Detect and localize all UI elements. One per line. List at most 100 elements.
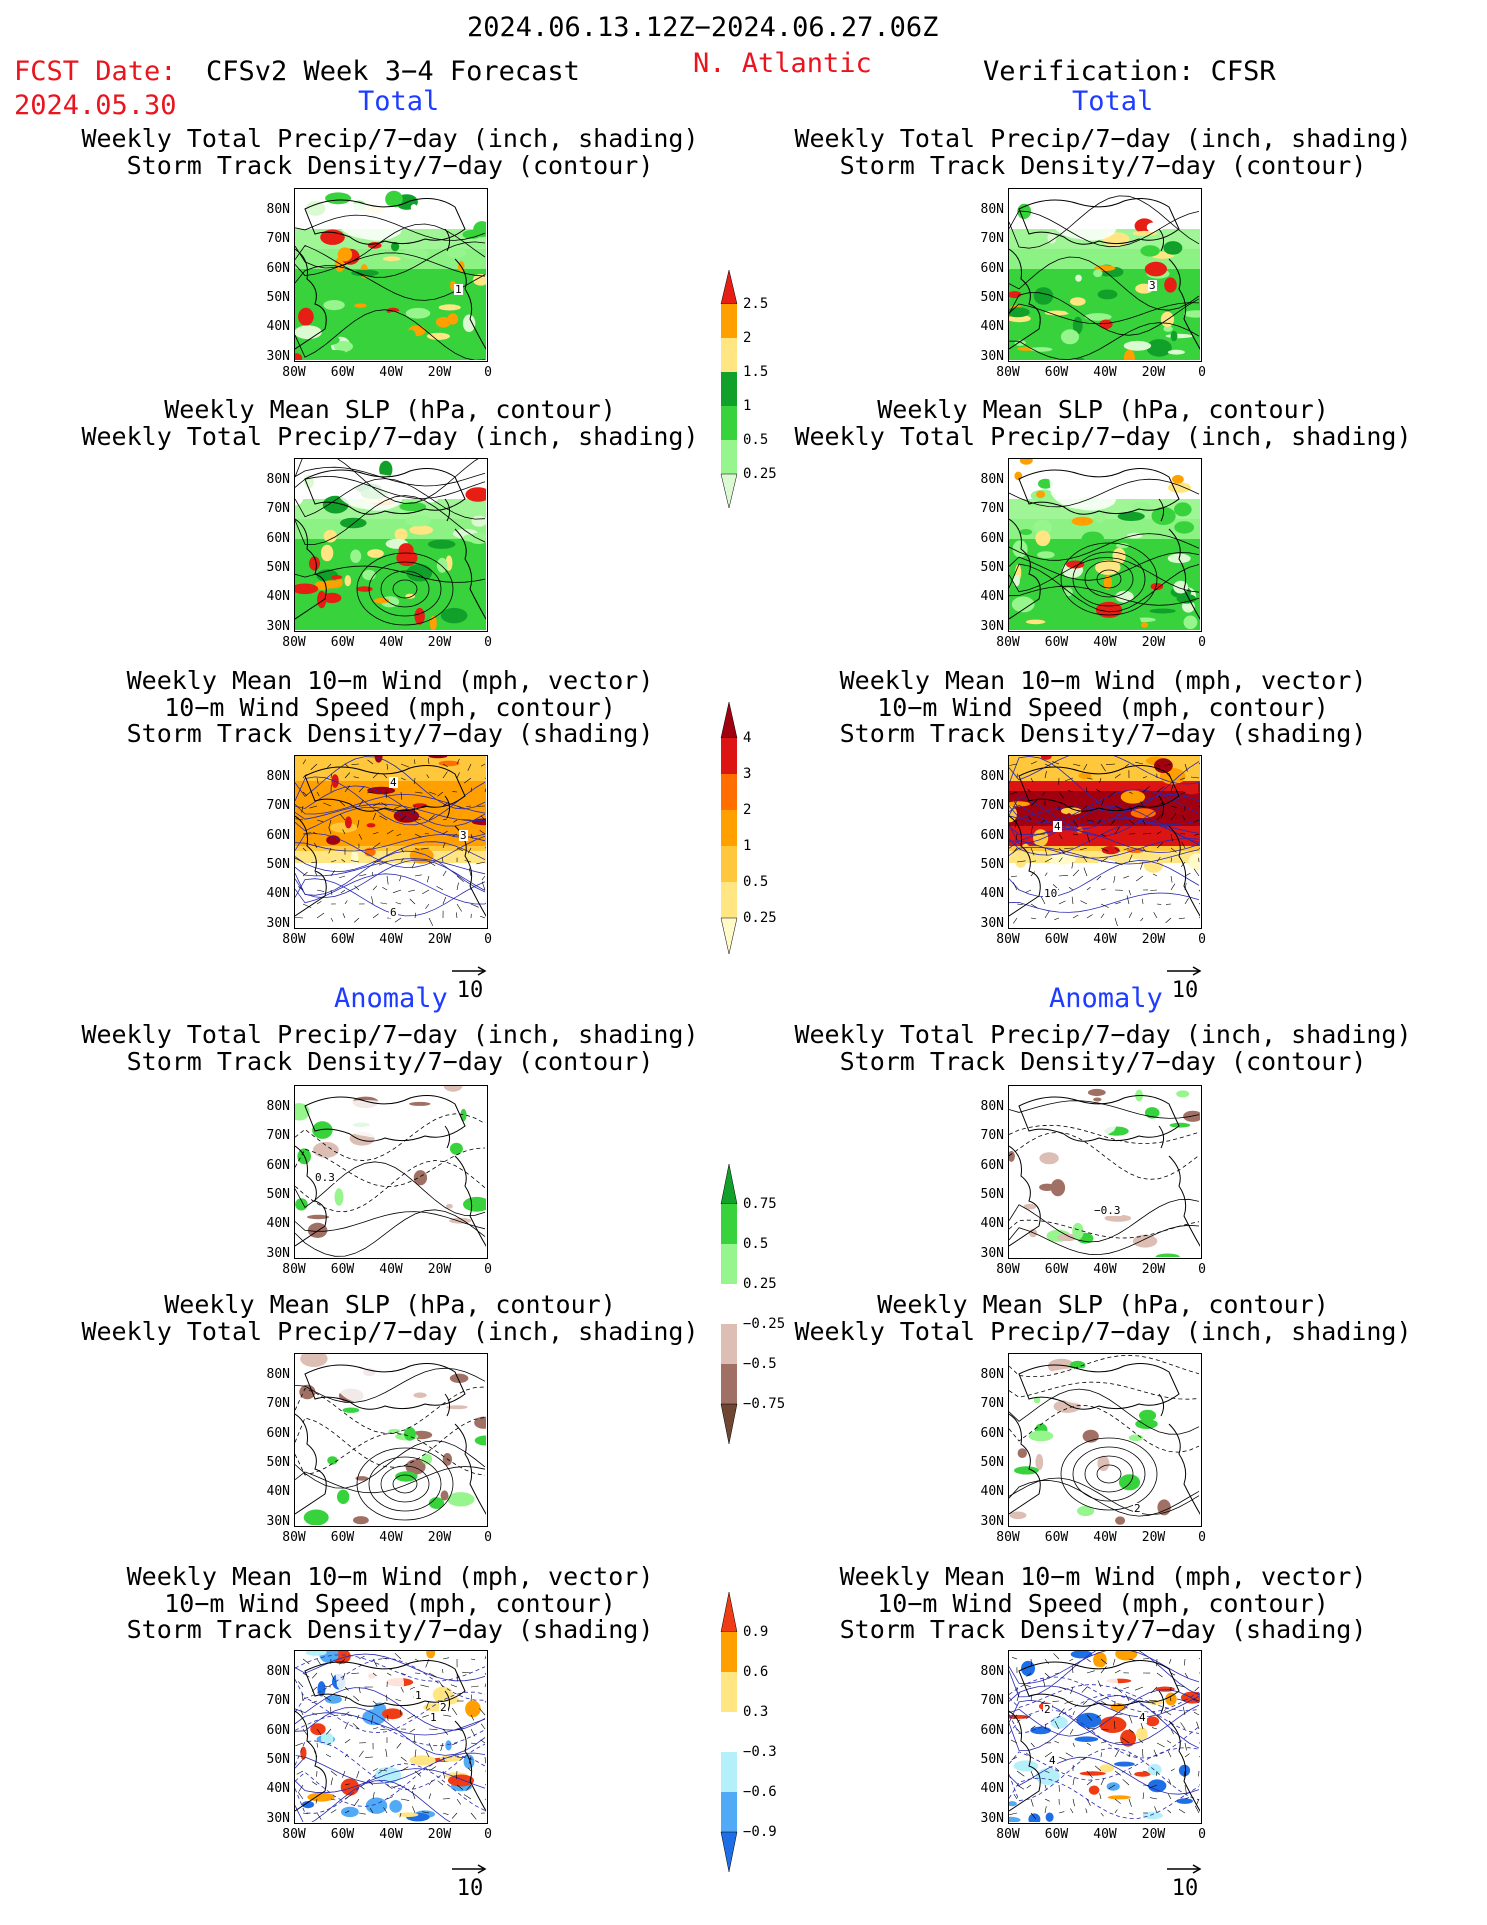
- contour-label: 1: [429, 1711, 438, 1724]
- contour-label: 1: [454, 283, 463, 296]
- panel-title-line: Weekly Total Precip/7−day (inch, shading…: [81, 421, 699, 451]
- longitude-tick-label: 60W: [1044, 932, 1069, 947]
- longitude-tick-label: 0: [1198, 1530, 1206, 1545]
- section-total-right: Total: [1072, 86, 1154, 117]
- latitude-tick-label: 40N: [980, 886, 1004, 902]
- panel-title-line: Weekly Mean 10−m Wind (mph, vector): [839, 1562, 1367, 1591]
- colorbar-track-total: [719, 700, 739, 960]
- longitude-tick-label: 80W: [282, 1827, 306, 1842]
- panel-title-line: 10−m Wind Speed (mph, contour): [164, 1588, 616, 1618]
- panel-title: Weekly Mean SLP (hPa, contour) Weekly Tot…: [30, 1291, 750, 1345]
- colorbar-tick-label: −0.9: [743, 1824, 777, 1840]
- contour-label: 4: [389, 776, 398, 789]
- latitude-tick-label: 40N: [266, 589, 290, 605]
- panel-title: Weekly Total Precip/7−day (inch, shading…: [30, 125, 750, 179]
- latitude-tick-label: 40N: [266, 1216, 290, 1232]
- latitude-tick-label: 80N: [266, 1664, 290, 1679]
- longitude-tick-label: 40W: [1093, 932, 1117, 947]
- panel-title-line: 10−m Wind Speed (mph, contour): [877, 692, 1329, 722]
- latitude-tick-label: 70N: [980, 798, 1004, 814]
- map-plot: [1008, 755, 1202, 929]
- latitude-tick-label: 40N: [266, 886, 290, 902]
- latitude-tick-label: 70N: [980, 1693, 1004, 1709]
- longitude-tick-label: 20W: [427, 932, 452, 947]
- fcst-date-label: FCST Date:: [14, 56, 177, 87]
- latitude-tick-label: 40N: [980, 589, 1004, 605]
- contour-label: 3: [1148, 279, 1157, 292]
- latitude-tick-label: 60N: [980, 260, 1004, 276]
- map-plot: [1008, 1353, 1202, 1527]
- colorbar-tick-label: −0.5: [743, 1356, 777, 1372]
- longitude-tick-label: 20W: [1141, 1262, 1166, 1277]
- panel-title: Weekly Mean 10−m Wind (mph, vector) 10−m …: [30, 667, 750, 748]
- longitude-tick-label: 40W: [1093, 365, 1117, 380]
- contour-label: 2: [439, 1701, 448, 1714]
- longitude-tick-label: 60W: [1044, 1530, 1069, 1545]
- colorbar-tick-label: −0.25: [743, 1316, 786, 1332]
- latitude-tick-label: 50N: [266, 559, 290, 575]
- contour-label: 4: [1053, 820, 1062, 833]
- longitude-tick-label: 40W: [1093, 1262, 1117, 1277]
- vector-reference-left-bottom: 10: [450, 1862, 490, 1901]
- longitude-tick-label: 0: [484, 1827, 492, 1842]
- longitude-tick-label: 0: [1198, 635, 1206, 650]
- longitude-tick-label: 60W: [330, 1530, 355, 1545]
- arrow-right-icon: [1167, 1864, 1202, 1874]
- section-anomaly-left: Anomaly: [334, 983, 448, 1014]
- latitude-tick-label: 60N: [980, 1157, 1004, 1173]
- colorbar-tick-label: 2: [743, 330, 752, 346]
- latitude-tick-label: 80N: [980, 1099, 1004, 1114]
- latitude-tick-label: 40N: [980, 1781, 1004, 1797]
- longitude-tick-label: 80W: [282, 1262, 306, 1277]
- latitude-tick-label: 60N: [266, 530, 290, 546]
- latitude-tick-label: 30N: [266, 348, 290, 364]
- latitude-tick-label: 70N: [980, 1396, 1004, 1412]
- colorbar-tick-label: 0.9: [743, 1624, 769, 1640]
- longitude-tick-label: 0: [484, 1262, 492, 1277]
- vector-reference-label: 10: [456, 1876, 484, 1901]
- latitude-tick-label: 30N: [980, 1513, 1004, 1529]
- arrow-right-icon: [1167, 966, 1202, 976]
- colorbar-tick-label: 1.5: [743, 364, 769, 380]
- longitude-tick-label: 0: [484, 365, 492, 380]
- latitude-tick-label: 80N: [266, 1099, 290, 1114]
- longitude-tick-label: 40W: [379, 1530, 403, 1545]
- panel-title: Weekly Mean SLP (hPa, contour) Weekly Tot…: [743, 396, 1463, 450]
- contour-label: 10: [1043, 887, 1059, 900]
- longitude-tick-label: 40W: [379, 1827, 403, 1842]
- colorbar-tick-label: 0.5: [743, 432, 769, 448]
- panel-title-line: Storm Track Density/7−day (contour): [839, 1046, 1367, 1076]
- latitude-tick-label: 60N: [980, 530, 1004, 546]
- latitude-tick-label: 60N: [266, 1425, 290, 1441]
- latitude-tick-label: 40N: [980, 319, 1004, 335]
- panel-title: Weekly Mean SLP (hPa, contour) Weekly Tot…: [743, 1291, 1463, 1345]
- vector-reference-left-top: 10: [450, 964, 490, 1003]
- latitude-tick-label: 50N: [266, 1751, 290, 1767]
- map-plot: [294, 458, 488, 632]
- latitude-tick-label: 40N: [266, 319, 290, 335]
- longitude-tick-label: 40W: [1093, 1827, 1117, 1842]
- longitude-tick-label: 60W: [1044, 1827, 1069, 1842]
- colorbar-tick-label: 0.25: [743, 910, 777, 926]
- longitude-tick-label: 80W: [282, 1530, 306, 1545]
- latitude-tick-label: 30N: [266, 618, 290, 634]
- region-title: N. Atlantic: [693, 48, 872, 79]
- latitude-tick-label: 80N: [980, 1664, 1004, 1679]
- latitude-tick-label: 80N: [266, 472, 290, 487]
- panel-title-line: Weekly Total Precip/7−day (inch, shading…: [794, 124, 1412, 153]
- panel-title-line: Storm Track Density/7−day (shading): [839, 1615, 1367, 1644]
- map-plot: [1008, 458, 1202, 632]
- latitude-tick-label: 70N: [266, 1128, 290, 1144]
- colorbar-tick-label: 2.5: [743, 296, 769, 312]
- longitude-tick-label: 60W: [1044, 365, 1069, 380]
- map-plot: [294, 1650, 488, 1824]
- colorbar-tick-label: 4: [743, 730, 752, 746]
- latitude-tick-label: 60N: [980, 827, 1004, 843]
- longitude-tick-label: 40W: [379, 365, 403, 380]
- panel-title-line: Storm Track Density/7−day (shading): [126, 719, 654, 748]
- latitude-tick-label: 70N: [980, 1128, 1004, 1144]
- colorbar-tick-label: 2: [743, 802, 752, 818]
- panel-title-line: Storm Track Density/7−day (shading): [126, 1615, 654, 1644]
- latitude-tick-label: 80N: [266, 769, 290, 784]
- latitude-tick-label: 70N: [266, 501, 290, 517]
